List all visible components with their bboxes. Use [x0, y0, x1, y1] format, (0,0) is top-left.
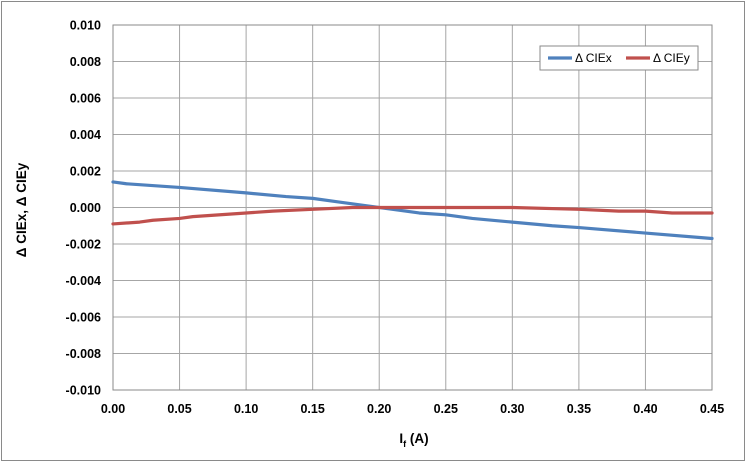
x-tick-label: 0.35 — [567, 402, 591, 416]
legend-label-1: Δ CIEy — [653, 51, 690, 65]
y-tick-label: 0.008 — [70, 55, 101, 69]
x-axis-title-unit: (A) — [406, 431, 429, 446]
y-tick-label: 0.004 — [70, 128, 101, 142]
x-tick-label: 0.45 — [700, 402, 724, 416]
plot-area — [112, 24, 713, 391]
y-tick-label: -0.002 — [66, 238, 101, 252]
y-tick-label: 0.010 — [70, 19, 101, 33]
y-tick-label: 0.002 — [70, 165, 101, 179]
y-tick-label: -0.004 — [66, 274, 101, 288]
x-tick-label: 0.10 — [234, 402, 258, 416]
x-tick-label: 0.00 — [101, 402, 125, 416]
x-tick-label: 0.30 — [500, 402, 524, 416]
y-tick-label: 0.000 — [70, 201, 101, 215]
x-tick-label: 0.05 — [167, 402, 191, 416]
y-tick-label: -0.006 — [66, 311, 101, 325]
x-axis-title-subscript: f — [403, 439, 407, 449]
y-axis-ticks: 0.010 0.008 0.006 0.004 0.002 0.000 -0.002 -0.0… — [66, 19, 102, 398]
legend: Δ CIEx Δ CIEy — [539, 45, 699, 71]
x-tick-label: 0.15 — [300, 402, 324, 416]
y-tick-label: -0.010 — [66, 384, 101, 398]
x-axis-title-main: I — [399, 431, 403, 446]
x-tick-label: 0.20 — [367, 402, 391, 416]
y-tick-label: 0.006 — [70, 92, 101, 106]
x-axis-title: If (A) — [399, 431, 428, 449]
legend-label-0: Δ CIEx — [575, 51, 612, 65]
series-layer — [111, 180, 714, 241]
y-axis-title: Δ CIEx, Δ CIEy — [14, 162, 29, 257]
y-tick-label: -0.008 — [66, 347, 101, 361]
series-line-0 — [111, 180, 714, 241]
x-tick-label: 0.40 — [633, 402, 657, 416]
x-axis-ticks: 0.00 0.05 0.10 0.15 0.20 0.25 0.30 0.35 0.40 0.45 — [101, 402, 724, 416]
series-line-1 — [111, 205, 714, 226]
x-tick-label: 0.25 — [434, 402, 458, 416]
